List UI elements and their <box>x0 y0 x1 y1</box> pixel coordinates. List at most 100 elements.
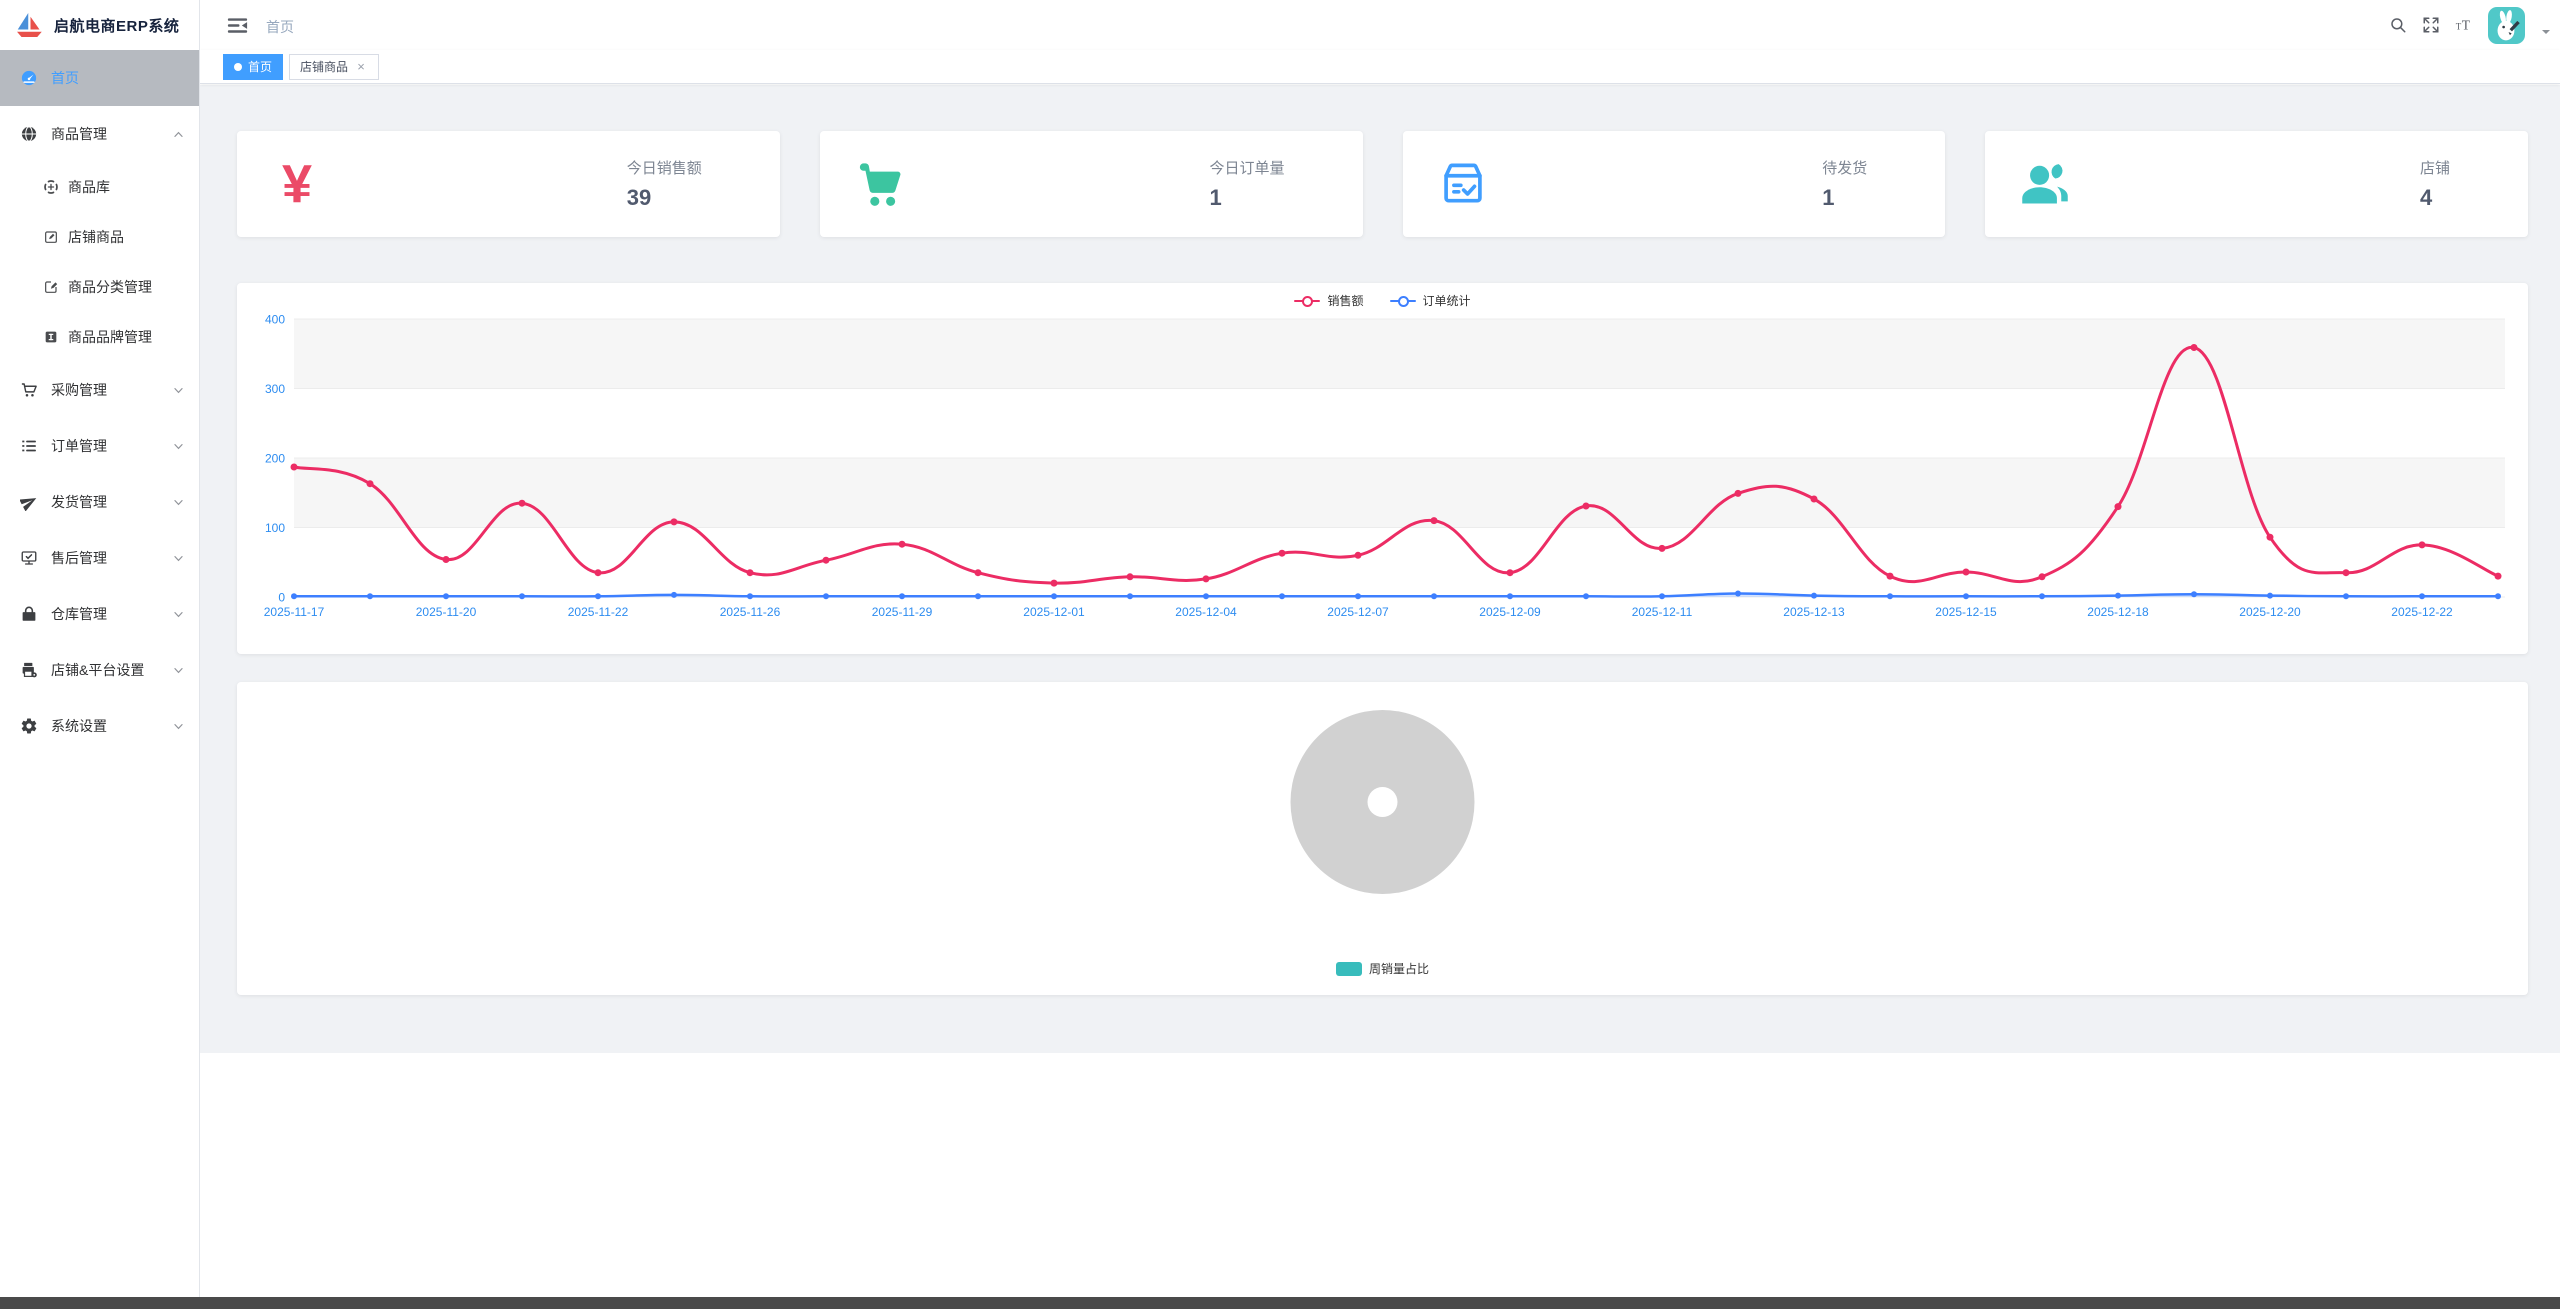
stat-card-label: 店铺 <box>2419 160 2450 177</box>
legend-item-weekly-sales[interactable]: 周销量占比 <box>1335 960 1429 977</box>
chevron-down-icon <box>172 552 185 565</box>
chevron-down-icon <box>172 496 185 509</box>
legend-label: 订单统计 <box>1422 294 1471 308</box>
tab-shop-goods[interactable]: 店铺商品 × <box>289 53 380 80</box>
font-size-icon[interactable]: T T <box>2455 16 2473 34</box>
sidebar-item-goods-lib[interactable]: 商品库 <box>0 162 199 212</box>
svg-text:2025-12-07: 2025-12-07 <box>1327 605 1389 619</box>
chevron-down-icon <box>172 440 185 453</box>
list-icon <box>20 437 38 455</box>
svg-text:2025-11-17: 2025-11-17 <box>264 605 325 619</box>
legend-item-sales[interactable]: 销售额 <box>1294 292 1364 309</box>
stat-card-label: 今日订单量 <box>1209 160 1285 177</box>
sidebar-item-goods-brand[interactable]: 商品品牌管理 <box>0 312 199 362</box>
legend-item-orders[interactable]: 订单统计 <box>1389 292 1471 309</box>
legend-ring <box>1302 295 1314 307</box>
svg-text:2025-12-20: 2025-12-20 <box>2239 605 2301 619</box>
svg-text:2025-12-01: 2025-12-01 <box>1023 605 1085 619</box>
stat-card-1: 今日订单量 1 <box>819 131 1363 237</box>
stat-card-text: 待发货 1 <box>1822 157 1867 211</box>
sidebar-item-label: 店铺&平台设置 <box>51 662 145 678</box>
svg-text:2025-11-26: 2025-11-26 <box>720 605 781 619</box>
cart-outline-icon <box>20 381 38 399</box>
fullscreen-icon[interactable] <box>2422 16 2440 34</box>
stat-card-value: 39 <box>626 185 652 210</box>
sidebar-item-goods[interactable]: 商品管理 <box>0 106 199 162</box>
chevron-up-icon <box>172 128 185 141</box>
weekly-pie-chart[interactable] <box>237 682 2528 995</box>
compass-icon <box>43 179 59 195</box>
legend-label: 销售额 <box>1327 294 1364 308</box>
main-area: 首页 T T <box>200 0 2560 1297</box>
svg-text:2025-12-18: 2025-12-18 <box>2087 605 2149 619</box>
sidebar-item-home[interactable]: 首页 <box>0 50 199 106</box>
sales-line-chart-card: 销售额 订单统计 0 100 200 300 400 2025-11-17 2025-11-2… <box>237 283 2528 654</box>
sidebar-item-orders[interactable]: 订单管理 <box>0 418 199 474</box>
sidebar-item-label: 仓库管理 <box>51 606 107 622</box>
sidebar-item-purchase[interactable]: 采购管理 <box>0 362 199 418</box>
users-icon <box>2019 158 2071 210</box>
content: ¥ 今日销售额 39 今日订单量 1 待发货 1 店铺 4 销售额 订单统计 0 100 200 300… <box>200 85 2560 1053</box>
edit-square-icon <box>43 279 59 295</box>
breadcrumb[interactable]: 首页 <box>266 19 294 35</box>
sidebar-item-label: 商品分类管理 <box>68 279 152 295</box>
sidebar-item-label: 售后管理 <box>51 550 107 566</box>
sidebar-item-label: 首页 <box>51 70 79 86</box>
legend-rect-marker <box>1335 961 1362 976</box>
sidebar-item-label: 订单管理 <box>51 438 107 454</box>
sidebar-item-warehouse[interactable]: 仓库管理 <box>0 586 199 642</box>
sidebar-item-shipping[interactable]: 发货管理 <box>0 474 199 530</box>
pie-chart-legend: 周销量占比 <box>237 960 2528 977</box>
sidebar-item-goods-category[interactable]: 商品分类管理 <box>0 262 199 312</box>
line-chart-legend: 销售额 订单统计 <box>237 292 2528 309</box>
topbar-actions: T T <box>2389 0 2552 50</box>
bottom-scrollbar[interactable] <box>0 1297 2560 1309</box>
logo: 启航电商ERP系统 <box>0 0 199 50</box>
sidebar-item-shop-goods[interactable]: 店铺商品 <box>0 212 199 262</box>
stat-card-value: 4 <box>2419 185 2433 210</box>
stat-card-value: 1 <box>1209 185 1222 210</box>
svg-text:2025-12-11: 2025-12-11 <box>1632 605 1693 619</box>
svg-text:2025-11-29: 2025-11-29 <box>872 605 933 619</box>
svg-text:2025-12-22: 2025-12-22 <box>2391 605 2453 619</box>
svg-text:2025-12-09: 2025-12-09 <box>1479 605 1541 619</box>
svg-text:400: 400 <box>265 313 285 327</box>
close-icon[interactable]: × <box>357 59 365 74</box>
legend-label: 周销量占比 <box>1368 962 1429 976</box>
cart-filled-icon <box>854 158 906 210</box>
stat-card-text: 今日订单量 1 <box>1209 157 1284 211</box>
svg-text:T: T <box>2456 22 2462 32</box>
menu-fold-icon[interactable] <box>226 14 249 37</box>
svg-text:100: 100 <box>265 521 285 535</box>
monitor-check-icon <box>20 549 38 567</box>
app-title: 启航电商ERP系统 <box>54 17 180 35</box>
chevron-down-icon <box>172 720 185 733</box>
brand-icon <box>43 329 59 345</box>
gear-icon <box>20 717 38 735</box>
legend-ring <box>1397 295 1409 307</box>
svg-text:200: 200 <box>265 452 285 466</box>
sidebar-item-shop-platform[interactable]: 店铺&平台设置 <box>0 642 199 698</box>
yen-icon: ¥ <box>281 154 313 214</box>
sidebar-item-label: 店铺商品 <box>68 229 124 245</box>
chevron-down-icon <box>172 664 185 677</box>
tab-label: 首页 <box>248 60 273 74</box>
sidebar-item-system[interactable]: 系统设置 <box>0 698 199 754</box>
avatar[interactable] <box>2488 6 2525 44</box>
search-icon[interactable] <box>2389 16 2407 34</box>
svg-text:300: 300 <box>265 382 285 396</box>
sales-line-chart[interactable]: 0 100 200 300 400 2025-11-17 2025-11-20 2025-11… <box>237 283 2528 654</box>
legend-line-marker <box>1389 295 1416 307</box>
sidebar-item-aftersale[interactable]: 售后管理 <box>0 530 199 586</box>
svg-text:2025-12-13: 2025-12-13 <box>1783 605 1845 619</box>
svg-text:2025-12-04: 2025-12-04 <box>1175 605 1237 619</box>
stat-card-text: 店铺 4 <box>2420 157 2450 211</box>
pen-square-icon <box>43 229 59 245</box>
legend-line-marker <box>1294 295 1321 307</box>
chevron-down-icon <box>172 608 185 621</box>
tab-home[interactable]: 首页 <box>223 53 284 80</box>
caret-down-icon[interactable] <box>2540 26 2552 38</box>
chevron-down-icon <box>172 384 185 397</box>
sailboat-logo-icon <box>14 10 44 40</box>
